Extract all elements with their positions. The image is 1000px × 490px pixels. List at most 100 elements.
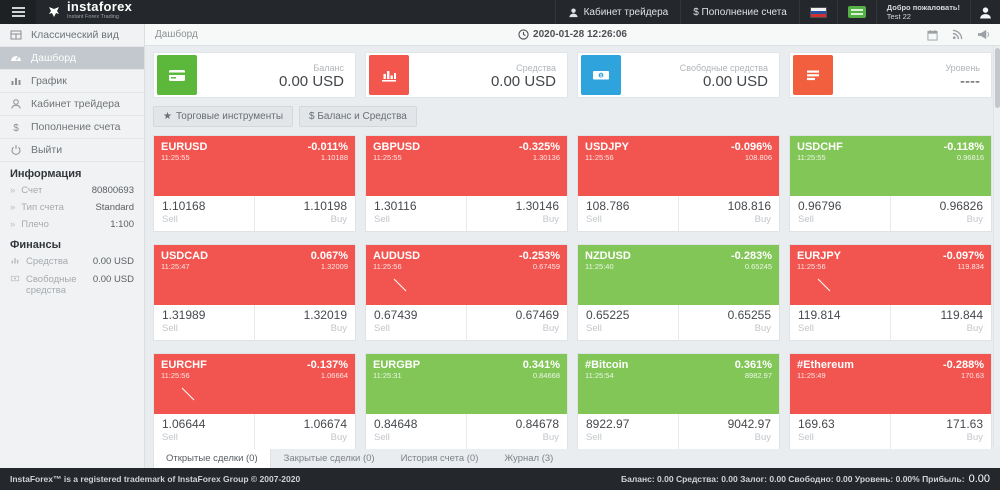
list-icon <box>793 55 833 95</box>
buy-button[interactable]: 0.65255 Buy <box>678 305 779 340</box>
megaphone-icon[interactable] <box>977 29 990 40</box>
tile-time: 11:25:56 <box>373 262 402 271</box>
tab-journal[interactable]: Журнал (3) <box>504 453 554 464</box>
buy-button[interactable]: 119.844 Buy <box>890 305 991 340</box>
buy-button[interactable]: 0.84678 Buy <box>466 414 567 449</box>
tile-change: -0.118% <box>943 141 984 153</box>
sidebar-item-chart[interactable]: График <box>0 70 144 93</box>
tile-time: 11:25:40 <box>585 262 614 271</box>
sell-button[interactable]: 0.65225 Sell <box>578 305 678 340</box>
tab-open-trades[interactable]: Открытые сделки (0) <box>153 448 271 468</box>
finance-row-free-margin: Свободные средства 0.00 USD <box>0 271 144 299</box>
sell-button[interactable]: 8922.97 Sell <box>578 414 678 449</box>
buy-button[interactable]: 0.67469 Buy <box>466 305 567 340</box>
sidebar-item-classic-view[interactable]: Классический вид <box>0 24 144 47</box>
tile-change: 0.361% <box>734 359 772 371</box>
sidebar: Классический вид Дашборд График Кабинет … <box>0 24 145 468</box>
language-flag-button[interactable] <box>798 0 837 24</box>
avatar[interactable] <box>970 0 1000 24</box>
buy-price: 0.96826 <box>939 199 983 213</box>
hamburger-icon <box>11 11 25 13</box>
buy-button[interactable]: 0.96826 Buy <box>890 196 991 231</box>
buy-label: Buy <box>754 323 771 334</box>
info-label: Плечо <box>21 219 49 230</box>
sell-button[interactable]: 1.10168 Sell <box>154 196 254 231</box>
vertical-scrollbar[interactable] <box>993 46 1000 446</box>
tile-header[interactable]: EURGBP 11:25:31 0.341% 0.84668 <box>366 354 567 414</box>
tile-header[interactable]: #Ethereum 11:25:49 -0.288% 170.63 <box>790 354 991 414</box>
tile-header[interactable]: #Bitcoin 11:25:54 0.361% 8982.97 <box>578 354 779 414</box>
menu-toggle-button[interactable] <box>0 0 36 24</box>
tile-header[interactable]: AUDUSD 11:25:56 -0.253% 0.67459 <box>366 245 567 305</box>
tile-header[interactable]: NZDUSD 11:25:40 -0.283% 0.65245 <box>578 245 779 305</box>
sidebar-item-logout[interactable]: Выйти <box>0 139 144 162</box>
sell-button[interactable]: 108.786 Sell <box>578 196 678 231</box>
payment-button[interactable] <box>836 0 876 24</box>
tile-time: 11:25:56 <box>797 262 826 271</box>
breadcrumb-bar: Дашборд 2020-01-28 12:26:06 <box>145 24 1000 46</box>
tile-header[interactable]: EURUSD 11:25:55 -0.011% 1.10188 <box>154 136 355 196</box>
tile-change: -0.283% <box>731 250 772 262</box>
sell-button[interactable]: 0.67439 Sell <box>366 305 466 340</box>
sell-button[interactable]: 119.814 Sell <box>790 305 890 340</box>
tab-account-history[interactable]: История счета (0) <box>400 453 479 464</box>
tile-header[interactable]: EURCHF 11:25:56 -0.137% 1.06664 <box>154 354 355 414</box>
user-icon <box>568 7 578 17</box>
buy-button[interactable]: 9042.97 Buy <box>678 414 779 449</box>
sell-label: Sell <box>586 323 602 334</box>
sidebar-item-deposit[interactable]: $ Пополнение счета <box>0 116 144 139</box>
buy-button[interactable]: 171.63 Buy <box>890 414 991 449</box>
balance-equity-button[interactable]: $ Баланс и Средства <box>299 106 417 127</box>
rss-icon[interactable] <box>952 29 963 40</box>
sell-label: Sell <box>374 323 390 334</box>
trader-cabinet-button[interactable]: Кабинет трейдера <box>554 0 681 24</box>
scrollbar-thumb[interactable] <box>995 48 1000 108</box>
finance-section-header: Финансы <box>10 239 62 251</box>
tile-header[interactable]: GBPUSD 11:25:55 -0.325% 1.30136 <box>366 136 567 196</box>
equity-card[interactable]: Средства 0.00 USD <box>365 52 568 98</box>
tile-header[interactable]: USDCHF 11:25:55 -0.118% 0.96816 <box>790 136 991 196</box>
info-value: 80800693 <box>91 185 134 196</box>
buy-button[interactable]: 1.32019 Buy <box>254 305 355 340</box>
sidebar-item-dashboard[interactable]: Дашборд <box>0 47 144 70</box>
sell-button[interactable]: 1.31989 Sell <box>154 305 254 340</box>
buy-label: Buy <box>966 214 983 225</box>
tile-symbol: USDCHF <box>797 141 843 153</box>
buy-price: 9042.97 <box>727 417 771 431</box>
quote-tile-usdchf: USDCHF 11:25:55 -0.118% 0.96816 0.96796 Se… <box>789 135 992 232</box>
tile-header[interactable]: USDJPY 11:25:56 -0.096% 108.806 <box>578 136 779 196</box>
tab-closed-trades[interactable]: Закрытые сделки (0) <box>283 453 375 464</box>
tile-symbol: USDCAD <box>161 250 209 262</box>
tile-symbol: USDJPY <box>585 141 630 153</box>
buy-price: 1.06674 <box>303 417 347 431</box>
profit-value: 0.00 <box>968 473 990 485</box>
balance-card[interactable]: Баланс 0.00 USD <box>153 52 356 98</box>
sidebar-item-trader-cabinet[interactable]: Кабинет трейдера <box>0 93 144 116</box>
buy-button[interactable]: 1.06674 Buy <box>254 414 355 449</box>
dashboard-icon <box>11 55 21 61</box>
sell-button[interactable]: 0.96796 Sell <box>790 196 890 231</box>
info-label: Счет <box>21 185 43 196</box>
sell-button[interactable]: 0.84648 Sell <box>366 414 466 449</box>
buy-button[interactable]: 1.30146 Buy <box>466 196 567 231</box>
buy-button[interactable]: 1.10198 Buy <box>254 196 355 231</box>
tile-price: 1.06664 <box>320 371 348 380</box>
welcome-block: Добро пожаловать! Test 22 <box>875 0 970 24</box>
sell-button[interactable]: 169.63 Sell <box>790 414 890 449</box>
tile-symbol: AUDUSD <box>373 250 421 262</box>
info-row-account: » Счет 80800693 <box>0 182 144 199</box>
sell-button[interactable]: 1.30116 Sell <box>366 196 466 231</box>
deposit-button[interactable]: $ Пополнение счета <box>680 0 799 24</box>
sell-button[interactable]: 1.06644 Sell <box>154 414 254 449</box>
buy-button[interactable]: 108.816 Buy <box>678 196 779 231</box>
tile-price: 1.30136 <box>532 153 560 162</box>
trading-instruments-button[interactable]: ★ Торговые инструменты <box>153 106 293 127</box>
tile-header[interactable]: USDCAD 11:25:47 0.067% 1.32009 <box>154 245 355 305</box>
instaforex-logo[interactable]: instaforex Instant Forex Trading <box>36 0 142 24</box>
level-card[interactable]: Уровень ---- <box>789 52 992 98</box>
free-margin-card[interactable]: $ Свободные средства 0.00 USD <box>577 52 780 98</box>
quote-tile-eurchf: EURCHF 11:25:56 -0.137% 1.06664 1.06644 Se… <box>153 353 356 449</box>
tile-header[interactable]: EURJPY 11:25:56 -0.097% 119.834 <box>790 245 991 305</box>
calendar-icon[interactable] <box>927 29 938 41</box>
breadcrumb: Дашборд <box>155 29 198 40</box>
